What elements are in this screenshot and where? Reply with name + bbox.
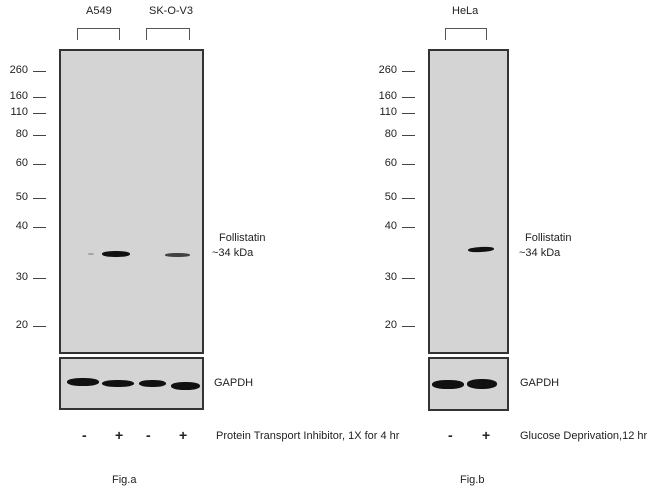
band	[139, 380, 166, 387]
marker-tick	[402, 113, 415, 114]
band	[67, 378, 99, 386]
marker-tick	[33, 97, 46, 98]
marker-tick	[402, 71, 415, 72]
marker-tick	[33, 113, 46, 114]
band	[171, 382, 200, 390]
marker-tick	[33, 198, 46, 199]
marker-label: 30	[15, 271, 28, 283]
group-bracket	[77, 28, 120, 40]
loading-control-label-b: GAPDH	[520, 377, 560, 389]
treatment-label-a: Protein Transport Inhibitor, 1X for 4 hr	[216, 430, 400, 442]
treatment-sign: +	[179, 427, 188, 443]
marker-label: 60	[384, 157, 397, 169]
follistatin-blot-a	[59, 49, 204, 354]
treatment-label-b: Glucose Deprivation,12 hr	[520, 430, 648, 442]
marker-tick	[33, 326, 46, 327]
marker-label: 50	[384, 191, 397, 203]
marker-label: 110	[10, 106, 28, 118]
target-label-b: Follistatin	[525, 232, 572, 244]
marker-label: 40	[384, 220, 397, 232]
treatment-sign: +	[115, 427, 124, 443]
caption-b: Fig.b	[460, 474, 485, 486]
marker-label: 40	[15, 220, 28, 232]
marker-label: 160	[378, 90, 397, 102]
treatment-sign: -	[82, 427, 87, 443]
group-label-hela: HeLa	[452, 5, 479, 17]
gapdh-blot-b	[428, 357, 509, 411]
marker-tick	[402, 164, 415, 165]
marker-tick	[402, 97, 415, 98]
band	[88, 253, 94, 255]
band	[467, 246, 495, 253]
marker-label: 60	[15, 157, 28, 169]
marker-label: 50	[15, 191, 28, 203]
marker-tick	[33, 135, 46, 136]
group-label-a549: A549	[86, 5, 112, 17]
marker-tick	[402, 198, 415, 199]
marker-tick	[33, 71, 46, 72]
band	[467, 379, 497, 389]
marker-label: 110	[379, 106, 397, 118]
target-size-a: ~34 kDa	[212, 247, 254, 259]
marker-tick	[402, 227, 415, 228]
marker-label: 20	[15, 319, 28, 331]
group-bracket	[146, 28, 190, 40]
treatment-sign: -	[448, 427, 453, 443]
marker-label: 30	[384, 271, 397, 283]
band	[102, 380, 134, 387]
band	[102, 251, 130, 257]
target-label-a: Follistatin	[219, 232, 266, 244]
marker-label: 160	[9, 90, 28, 102]
marker-label: 80	[384, 128, 397, 140]
marker-label: 260	[9, 64, 28, 76]
band	[432, 380, 464, 389]
marker-tick	[33, 164, 46, 165]
marker-tick	[402, 135, 415, 136]
marker-label: 260	[378, 64, 397, 76]
caption-a: Fig.a	[112, 474, 137, 486]
marker-tick	[402, 278, 415, 279]
follistatin-blot-b	[428, 49, 509, 354]
marker-label: 20	[384, 319, 397, 331]
gapdh-blot-a	[59, 357, 204, 410]
treatment-sign: +	[482, 427, 491, 443]
marker-tick	[33, 278, 46, 279]
loading-control-label-a: GAPDH	[214, 377, 254, 389]
group-label-skov3: SK-O-V3	[149, 5, 194, 17]
marker-label: 80	[15, 128, 28, 140]
target-size-b: ~34 kDa	[519, 247, 561, 259]
treatment-sign: -	[146, 427, 151, 443]
marker-tick	[402, 326, 415, 327]
group-bracket	[445, 28, 487, 40]
marker-tick	[33, 227, 46, 228]
band	[165, 253, 190, 257]
